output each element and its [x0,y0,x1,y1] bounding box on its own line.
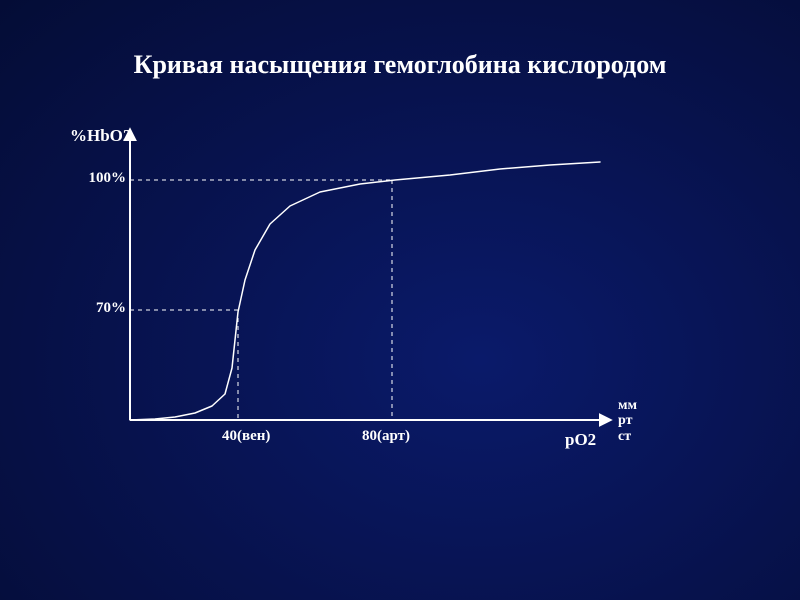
y-tick-label: 70% [80,300,126,317]
chart-title: Кривая насыщения гемоглобина кислородом [0,50,800,80]
saturation-curve [130,162,600,420]
x-axis-title: pO2 [565,430,596,450]
chart-svg [70,120,660,450]
y-tick-label: 100% [80,170,126,187]
x-tick-label: 80(арт) [362,428,410,445]
x-axis-unit: мм рт ст [618,398,637,444]
y-axis-title: %HbO2 [70,126,131,146]
x-tick-label: 40(вен) [222,428,270,445]
chart-area: 70% 100% 40(вен) 80(арт) %HbO2 pO2 мм рт ст [70,120,660,450]
